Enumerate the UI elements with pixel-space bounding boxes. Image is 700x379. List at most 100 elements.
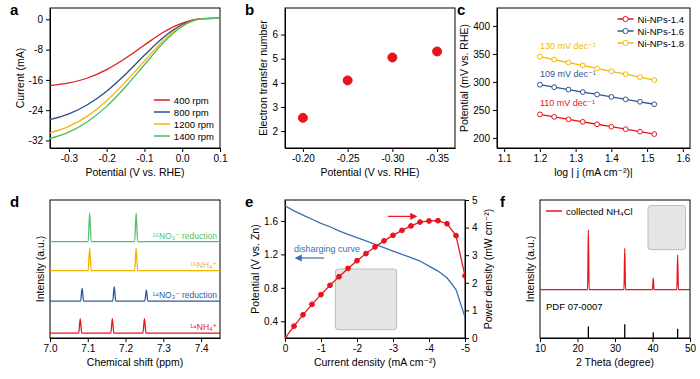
legend-marker [623,16,628,21]
tick-mark [281,59,285,60]
plot-frame [540,200,690,338]
tick-label: -0.20 [292,153,315,164]
tick-mark [392,148,393,152]
tick-label: 7.1 [81,343,95,354]
axis: -0.20-0.25-0.30-0.35 [286,148,456,164]
marker [552,57,557,62]
tick-label: 1.6 [676,153,690,164]
tick-label: 1.2 [533,153,547,164]
series-label: ¹⁵NO₃⁻ reduction [153,231,218,241]
tick: 1.3 [569,148,583,164]
tick-label: 1.1 [498,153,512,164]
legend-label: 1400 rpm [174,131,214,142]
tick-label: 50 [685,343,697,354]
marker [595,122,600,127]
tick-mark [281,321,285,322]
tick: -0.3 [61,148,79,164]
marker [609,69,614,74]
tick-label: 5 [272,53,278,64]
tick: 7.1 [81,338,95,354]
tick-label: 200 [473,133,490,144]
tick: 1.5 [641,148,655,164]
tick-mark [348,148,349,152]
tick-label: -0.25 [337,153,360,164]
tick-mark [46,80,50,81]
axis: 0-8-16-24-32 [29,9,51,149]
tick: 7.0 [44,338,58,354]
marker [552,114,557,119]
series-line [50,213,220,242]
tick-mark [281,254,285,255]
arrow [296,257,324,258]
tick-mark [281,35,285,36]
marker [580,90,585,95]
tick-mark [88,338,89,342]
legend-label: Ni-NPs-1.6 [638,26,684,37]
tick-label: 3 [272,102,278,113]
tick: -24 [29,105,50,116]
series-line [540,114,654,134]
tick-label: -24 [29,105,44,116]
tick: 40 [647,338,659,354]
marker [609,95,614,100]
tick: 20 [572,338,584,354]
tick: 5 [272,53,285,64]
legend-swatch [546,210,562,212]
tick-mark [465,338,469,339]
legend-label: 400 rpm [174,95,209,106]
annotation: 110 mV dec⁻¹ [540,98,595,108]
marker [427,219,432,224]
marker [454,233,459,238]
tick-label: 1.6 [264,216,278,227]
tick-mark [281,107,285,108]
tick-mark [690,338,691,342]
tick-label: -3 [389,343,398,354]
marker [433,47,442,56]
tick-mark [615,338,616,342]
tick-mark [303,148,304,152]
tick-label: 1.5 [641,153,655,164]
series-line [285,221,465,338]
stem [677,329,678,338]
stem [624,324,625,338]
marker [652,102,657,107]
marker [463,274,465,279]
tick-label: 1.3 [569,153,583,164]
tick-label: 0.1 [214,153,228,164]
tick-label: 400 [473,21,490,32]
tick: 2 [465,278,478,289]
tick-label: 0 [283,343,289,354]
legend-swatch [154,99,170,101]
y2-axis-title: Power density (mW cm⁻²) [482,209,494,329]
inset-photo [335,269,396,330]
marker [391,233,396,238]
marker [566,117,571,122]
stem [653,332,654,338]
marker [292,324,297,329]
legend: Ni-NPs-1.4Ni-NPs-1.6Ni-NPs-1.8 [618,14,684,49]
plot-area [540,230,690,338]
legend-marker [623,40,628,45]
plot-area [285,206,465,338]
marker [537,54,542,59]
tick: -16 [29,75,50,86]
legend-label: 1200 rpm [174,119,214,130]
series-label: ¹⁴NH₄⁺ [190,322,217,332]
axis: 23456 [272,9,285,149]
series-label: ¹⁴NO₃⁻ reduction [152,290,217,300]
y-axis-title: Electron transfer number [257,20,269,136]
tick-label: 5 [472,195,478,206]
tick: -0.25 [337,148,360,164]
tick-mark [493,138,497,139]
tick-label: -0.3 [61,153,79,164]
tick-label: -0.1 [136,153,154,164]
tick-mark [504,148,505,152]
tick-mark [357,338,358,342]
tick-label: 1.4 [605,153,619,164]
tick-mark [46,19,50,20]
series-line [540,57,654,80]
axis: 012345 [465,195,478,344]
tick-mark [46,140,50,141]
panel-label: f [500,193,506,210]
y-axis-title: Intensity (a.u.) [34,236,46,303]
